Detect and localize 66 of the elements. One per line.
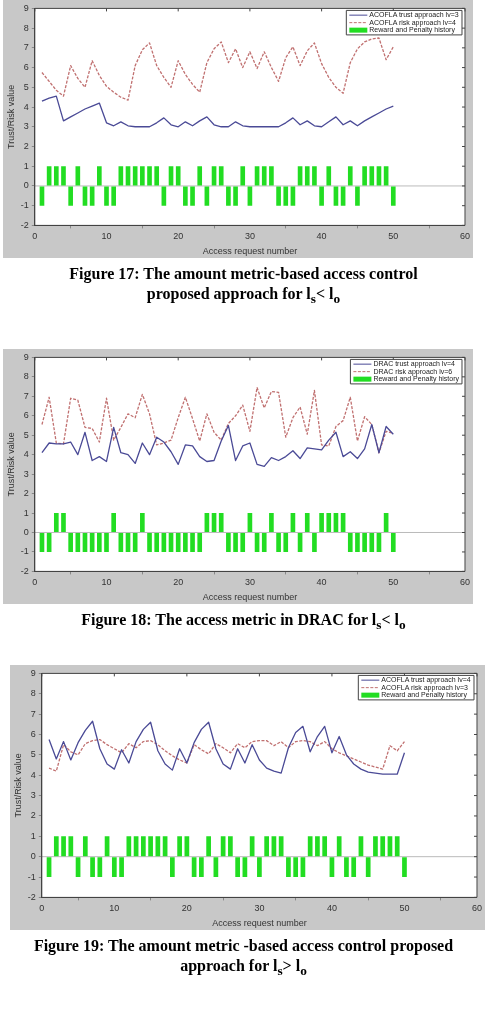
- x-tick-label: 30: [244, 231, 255, 242]
- x-tick-label: 10: [109, 903, 120, 914]
- x-tick-label: 20: [173, 231, 184, 242]
- x-axis-title: Access request number: [202, 246, 298, 257]
- y-tick-label: 3: [30, 790, 36, 801]
- text: Figure 18: The access metric in DRAC for l$_{s}$< l$_{o}$: [80, 610, 407, 635]
- x-tick-label: 10: [101, 231, 112, 242]
- y-tick-label: 7: [23, 42, 29, 53]
- x-tick-label: 0: [39, 903, 45, 914]
- y-tick-label: 0: [30, 851, 36, 862]
- y-tick-label: 4: [23, 449, 29, 460]
- y-axis-title: Trust/Risk value: [12, 753, 23, 818]
- y-tick-label: 1: [30, 831, 36, 842]
- y-tick-label: 3: [23, 121, 29, 132]
- y-tick-label: 1: [23, 160, 29, 171]
- y-tick-label: -1: [27, 871, 36, 882]
- x-tick-label: 60: [459, 577, 470, 588]
- y-tick-label: 2: [23, 140, 29, 151]
- x-axis-title: Access request number: [202, 592, 298, 603]
- x-tick-label: 50: [399, 903, 410, 914]
- y-tick-label: 2: [23, 488, 29, 499]
- x-tick-label: 40: [316, 231, 327, 242]
- y-tick-label: 9: [23, 352, 29, 363]
- y-tick-label: 5: [23, 81, 29, 92]
- x-tick-label: 50: [388, 231, 399, 242]
- x-tick-label: 60: [459, 231, 470, 242]
- y-tick-label: 7: [23, 390, 29, 401]
- y-tick-label: 8: [30, 688, 36, 699]
- y-tick-label: 6: [30, 729, 36, 740]
- y-axis-title: Trust/Risk value: [5, 432, 16, 497]
- y-tick-label: 8: [23, 22, 29, 33]
- y-tick-label: 3: [23, 468, 29, 479]
- y-tick-label: 5: [23, 429, 29, 440]
- y-tick-label: -2: [27, 892, 36, 903]
- y-tick-label: 0: [23, 180, 29, 191]
- y-tick-label: 5: [30, 749, 36, 760]
- y-tick-label: 2: [30, 810, 36, 821]
- y-tick-label: 6: [23, 62, 29, 73]
- y-tick-label: -2: [20, 219, 29, 230]
- y-tick-label: -1: [20, 546, 29, 557]
- line-series: [41, 37, 394, 101]
- y-tick-label: -2: [20, 566, 29, 577]
- x-tick-label: 40: [326, 903, 337, 914]
- x-axis-title: Access request number: [212, 918, 307, 929]
- x-tick-label: 20: [173, 577, 184, 588]
- y-tick-label: 7: [30, 708, 36, 719]
- x-tick-label: 60: [471, 903, 482, 914]
- x-tick-label: 30: [254, 903, 265, 914]
- y-tick-label: 4: [23, 101, 29, 112]
- text: Figure 17: The amount metric-based access control proposed approach for l$_{s}$< l$_{o}$: [68, 264, 419, 309]
- x-tick-label: 40: [316, 577, 327, 588]
- y-tick-label: 1: [23, 507, 29, 518]
- y-tick-label: 4: [30, 770, 36, 781]
- x-tick-label: 10: [101, 577, 112, 588]
- y-axis-title: Trust/Risk value: [5, 84, 16, 149]
- y-tick-label: 9: [23, 2, 29, 13]
- line-series: [48, 739, 406, 773]
- y-tick-label: 9: [30, 668, 36, 679]
- y-tick-label: 6: [23, 410, 29, 421]
- x-tick-label: 20: [181, 903, 192, 914]
- text: Figure 19: The amount metric -based access control proposed approach for l$_{s}$> l$_{o}$: [32, 936, 455, 981]
- y-tick-label: 0: [23, 527, 29, 538]
- x-tick-label: 50: [388, 577, 399, 588]
- x-tick-label: 30: [244, 577, 255, 588]
- y-tick-label: 8: [23, 371, 29, 382]
- y-tick-label: -1: [20, 200, 29, 211]
